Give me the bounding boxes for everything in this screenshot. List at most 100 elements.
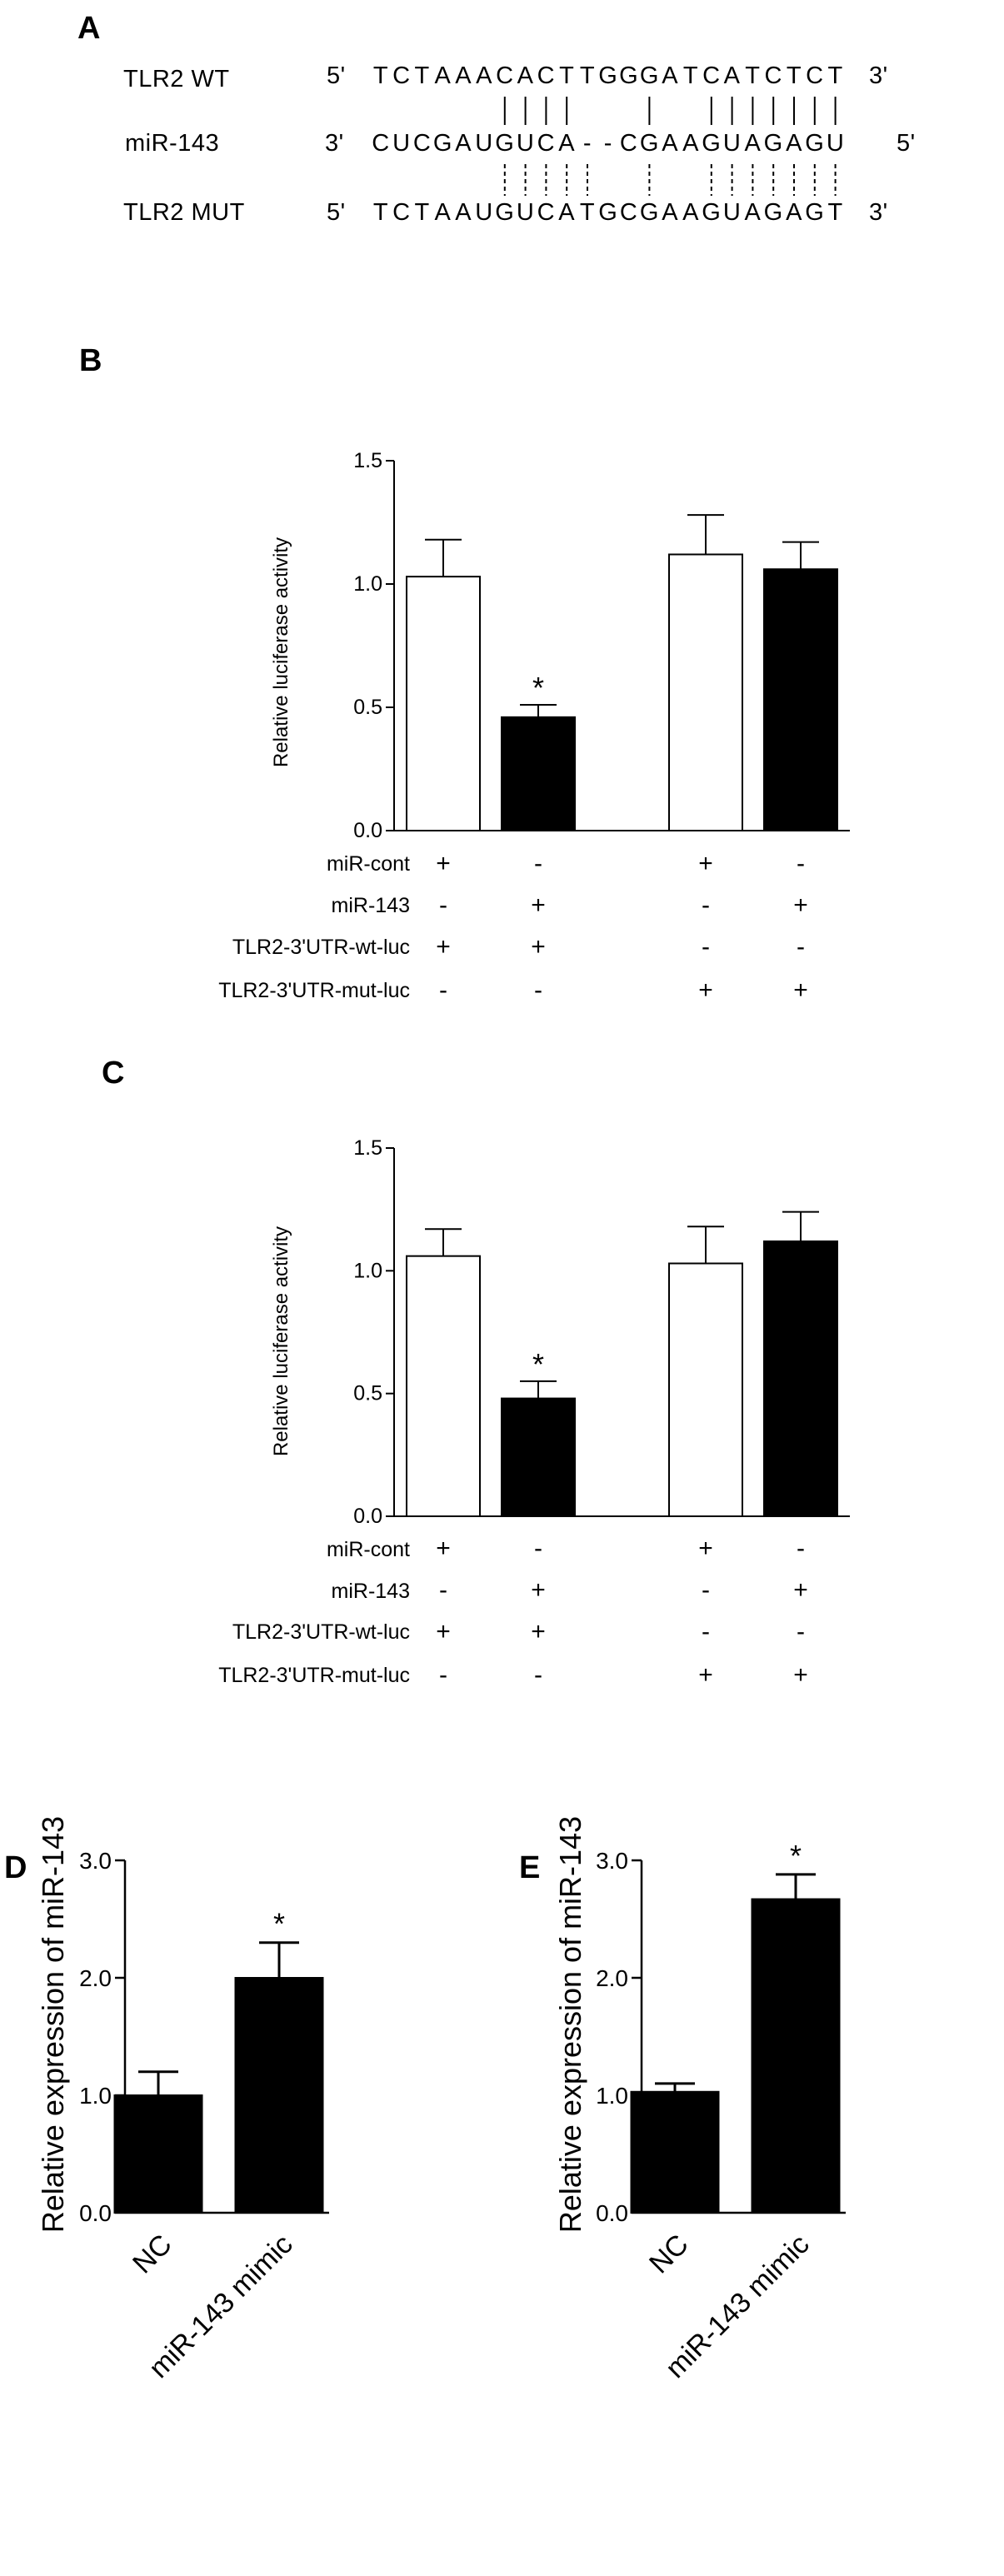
bar-e: [751, 1898, 841, 2214]
bar-d: [234, 1977, 324, 2214]
condition-mark-b: -: [797, 933, 805, 961]
seq-char-0-11: G: [598, 62, 617, 89]
x-category-label-e: NC: [643, 2229, 695, 2280]
y-tick-label-e: 2.0: [596, 1965, 628, 1991]
seq-char-1-10: -: [583, 130, 592, 157]
condition-mark-b: +: [698, 976, 713, 1004]
row-end-left-tlr2-mut: 5': [327, 199, 346, 226]
seq-char-0-4: A: [455, 62, 472, 89]
bar-e: [630, 2090, 720, 2214]
bar-c: [501, 1397, 576, 1518]
seq-char-2-12: C: [620, 199, 637, 226]
row-label-wt-luc-c: TLR2-3'UTR-wt-luc: [232, 1620, 410, 1644]
condition-mark-c: +: [531, 1618, 546, 1645]
significance-marker-d: *: [273, 1907, 285, 1941]
seq-char-0-9: T: [559, 62, 574, 89]
seq-char-1-15: A: [682, 130, 699, 157]
seq-char-1-11: -: [604, 130, 612, 157]
bar-d: [113, 2094, 203, 2214]
row-end-right-mir-143: 5': [897, 130, 916, 157]
condition-mark-c: +: [698, 1661, 713, 1689]
seq-char-1-17: U: [723, 130, 741, 157]
panel-a-alignment: A TLR2 WT 5' 3' miR-143 3' 5' TLR2 MUT 5…: [77, 11, 916, 226]
row-label-mir-143-c: miR-143: [332, 1580, 410, 1603]
seq-char-0-1: C: [392, 62, 410, 89]
y-tick-label-d: 2.0: [79, 1965, 112, 1991]
seq-char-2-2: T: [414, 199, 429, 226]
seq-char-0-18: T: [745, 62, 760, 89]
condition-mark-c: -: [439, 1576, 447, 1604]
y-tick-label-b: 0.5: [353, 696, 382, 719]
condition-mark-b: -: [534, 850, 542, 877]
significance-marker-c: *: [532, 1347, 544, 1381]
y-axis-label-c: Relative luciferase activity: [270, 1226, 292, 1456]
row-name-mir-143: miR-143: [125, 130, 219, 157]
condition-mark-c: -: [797, 1618, 805, 1645]
seq-char-1-22: U: [827, 130, 844, 157]
seq-char-1-12: C: [620, 130, 637, 157]
seq-char-2-10: T: [580, 199, 595, 226]
condition-mark-b: -: [439, 891, 447, 919]
seq-char-0-13: G: [640, 62, 659, 89]
seq-char-2-18: A: [744, 199, 761, 226]
condition-mark-c: -: [702, 1576, 710, 1604]
condition-mark-b: +: [793, 976, 808, 1004]
condition-mark-c: +: [531, 1576, 546, 1604]
seq-char-2-9: A: [558, 199, 575, 226]
seq-char-0-10: T: [580, 62, 595, 89]
seq-char-1-21: G: [805, 130, 824, 157]
seq-char-2-17: U: [723, 199, 741, 226]
row-end-right-tlr2-wt: 3': [869, 62, 888, 89]
row-label-wt-luc-b: TLR2-3'UTR-wt-luc: [232, 936, 410, 959]
seq-char-1-0: C: [372, 130, 389, 157]
seq-char-1-1: U: [392, 130, 410, 157]
seq-char-1-9: A: [558, 130, 575, 157]
panel-label-b: B: [79, 343, 102, 378]
condition-mark-c: -: [702, 1618, 710, 1645]
seq-char-2-1: C: [392, 199, 410, 226]
condition-mark-b: +: [698, 850, 713, 877]
seq-char-0-19: C: [764, 62, 782, 89]
seq-char-2-14: A: [662, 199, 678, 226]
x-category-label-d: NC: [127, 2229, 178, 2280]
bar-c: [668, 1262, 743, 1517]
condition-mark-c: -: [439, 1661, 447, 1689]
y-tick-label-e: 1.0: [596, 2083, 628, 2109]
y-tick-label-d: 1.0: [79, 2083, 112, 2109]
bar-c: [406, 1255, 481, 1517]
condition-mark-c: +: [436, 1618, 451, 1645]
condition-mark-c: +: [793, 1661, 808, 1689]
seq-char-0-16: C: [702, 62, 720, 89]
panel-e-chart: E Relative expression of miR-143 0.0 1.0 2…: [519, 1816, 846, 2384]
seq-char-0-7: A: [517, 62, 534, 89]
seq-char-2-5: U: [475, 199, 492, 226]
y-tick-label-c: 1.5: [353, 1136, 382, 1160]
row-label-mir-cont-b: miR-cont: [327, 852, 410, 876]
seq-char-1-6: G: [495, 130, 514, 157]
seq-char-1-8: C: [537, 130, 555, 157]
panel-label-d: D: [4, 1850, 27, 1885]
seq-char-2-0: T: [373, 199, 388, 226]
bar-b: [763, 568, 838, 831]
significance-marker-e: *: [790, 1839, 802, 1873]
seq-char-2-22: T: [827, 199, 842, 226]
condition-mark-b: -: [702, 891, 710, 919]
seq-char-2-8: C: [537, 199, 555, 226]
condition-mark-b: -: [439, 976, 447, 1004]
seq-char-2-15: A: [682, 199, 699, 226]
y-tick-label-e: 3.0: [596, 1848, 628, 1874]
y-tick-label-b: 1.0: [353, 572, 382, 596]
seq-char-0-5: A: [476, 62, 492, 89]
condition-mark-b: -: [797, 850, 805, 877]
seq-char-2-6: G: [495, 199, 514, 226]
y-tick-label-c: 1.0: [353, 1259, 382, 1282]
seq-char-1-20: A: [786, 130, 802, 157]
seq-char-2-13: G: [640, 199, 659, 226]
condition-mark-b: +: [436, 850, 451, 877]
seq-char-0-22: T: [827, 62, 842, 89]
panel-d-chart: D Relative expression of miR-143 0.0 1.0 2…: [4, 1816, 329, 2384]
row-end-left-mir-143: 3': [325, 130, 344, 157]
seq-char-2-3: A: [434, 199, 451, 226]
seq-char-0-14: A: [662, 62, 678, 89]
